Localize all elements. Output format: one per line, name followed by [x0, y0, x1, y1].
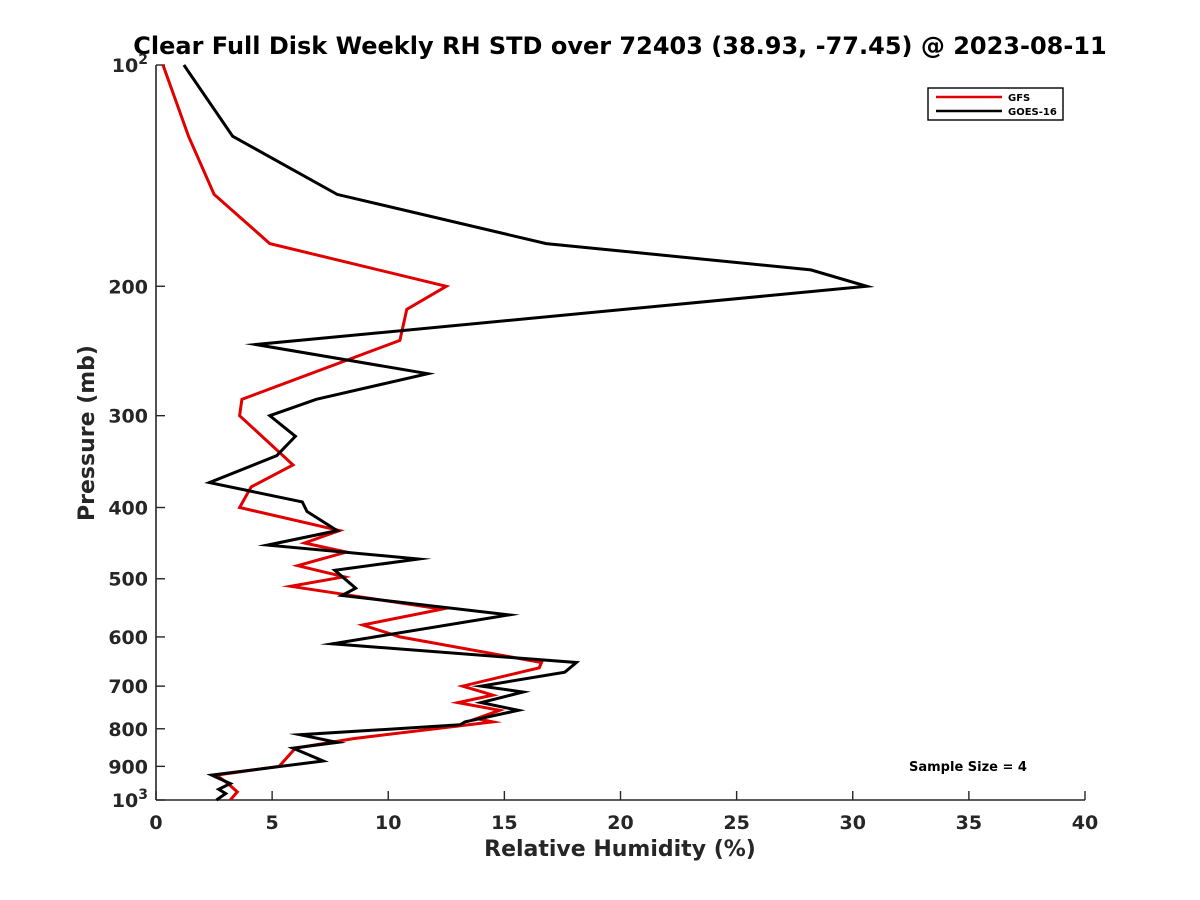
y-tick-label: 900	[108, 756, 148, 778]
series-line-gfs	[161, 64, 544, 801]
y-tick-label: 500	[108, 569, 148, 591]
x-tick-group: 0 5 10 15 20 25 30 35 40	[149, 791, 1098, 834]
y-tick-label: 600	[108, 627, 148, 649]
y-tick-label-base: 900	[108, 756, 148, 778]
sample-size-annotation: Sample Size = 4	[909, 760, 1027, 775]
x-tick-label: 35	[956, 812, 982, 834]
legend-label-gfs: GFS	[1008, 93, 1030, 104]
x-tick-label: 40	[1072, 812, 1098, 834]
y-tick-label-exponent: 2	[138, 52, 148, 68]
y-tick-label-base: 400	[108, 498, 148, 520]
y-tick-label-base: 800	[108, 719, 148, 741]
chart-title: Clear Full Disk Weekly RH STD over 72403…	[133, 32, 1106, 60]
x-tick-label: 0	[149, 812, 162, 834]
legend: GFS GOES-16	[927, 87, 1064, 121]
y-tick-label: 400	[108, 498, 148, 520]
y-tick-label: 200	[108, 276, 148, 298]
y-tick-label-base: 200	[108, 276, 148, 298]
legend-box	[927, 87, 1064, 121]
y-tick-label-base: 700	[108, 676, 148, 698]
y-tick-label: 102	[112, 52, 148, 77]
y-tick-label: 300	[108, 406, 148, 428]
y-tick-label-base: 10	[112, 790, 138, 812]
x-tick-label: 15	[491, 812, 517, 834]
x-tick-label: 20	[607, 812, 633, 834]
series-line-goes-16	[182, 64, 875, 802]
y-tick-label: 103	[112, 787, 148, 812]
series-group	[161, 64, 875, 802]
plot-axes	[155, 65, 1085, 801]
x-tick-label: 25	[723, 812, 749, 834]
x-axis-label: Relative Humidity (%)	[484, 837, 756, 862]
y-tick-label-base: 500	[108, 569, 148, 591]
y-tick-label: 800	[108, 719, 148, 741]
y-tick-label-base: 10	[112, 55, 138, 77]
y-tick-label: 700	[108, 676, 148, 698]
y-tick-label-exponent: 3	[138, 787, 148, 803]
y-axis-label: Pressure (mb)	[75, 345, 100, 521]
legend-label-goes-16: GOES-16	[1008, 107, 1057, 118]
y-tick-label-base: 300	[108, 406, 148, 428]
x-tick-label: 30	[840, 812, 866, 834]
y-tick-label-base: 600	[108, 627, 148, 649]
x-tick-label: 10	[375, 812, 401, 834]
x-tick-label: 5	[266, 812, 279, 834]
